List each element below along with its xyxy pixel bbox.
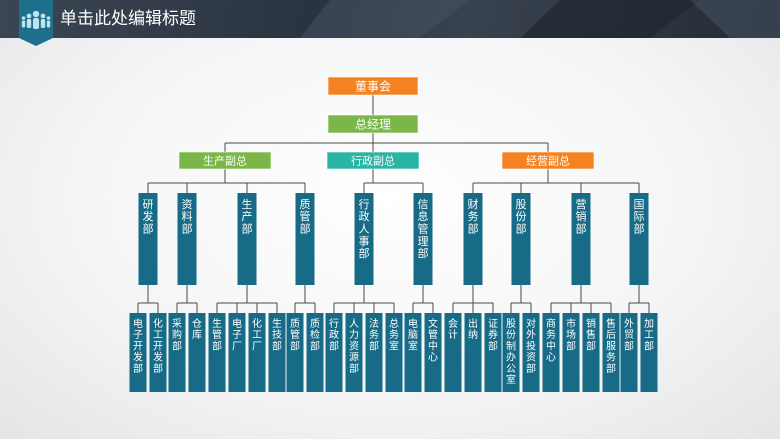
title-bar xyxy=(0,0,780,38)
node-unit: 股份制办公室 xyxy=(502,313,520,392)
node-unit-label: 出纳 xyxy=(468,317,478,341)
node-unit: 电脑室 xyxy=(404,313,422,392)
node-vp-2-label: 行政副总 xyxy=(351,153,395,167)
node-unit: 会计 xyxy=(444,313,462,392)
node-unit-label: 销售部 xyxy=(586,317,596,352)
node-vp-1-label: 生产副总 xyxy=(203,153,247,167)
node-dept: 行政人事部 xyxy=(354,193,374,285)
node-vp-1: 生产副总 xyxy=(178,151,272,170)
node-dept-label: 国际部 xyxy=(634,198,645,236)
node-dept: 财务部 xyxy=(463,193,483,285)
node-unit: 化工开发部 xyxy=(149,313,167,392)
node-unit-label: 证券部 xyxy=(488,318,498,352)
node-unit: 行政部 xyxy=(325,313,343,392)
node-unit: 商务中心 xyxy=(542,313,560,392)
node-unit: 法务部 xyxy=(365,313,383,392)
node-dept: 国际部 xyxy=(629,193,649,285)
node-dept: 信息管理部 xyxy=(413,193,433,285)
node-unit-label: 化工开发部 xyxy=(153,317,163,375)
node-dept-label: 质管部 xyxy=(300,198,311,236)
node-unit: 质检部 xyxy=(306,313,324,392)
node-dept: 营销部 xyxy=(571,193,591,285)
node-root-label: 董事会 xyxy=(355,79,391,93)
node-unit-label: 质管部 xyxy=(290,318,300,352)
node-unit: 出纳 xyxy=(464,313,482,392)
node-unit-label: 人力资源部 xyxy=(349,318,359,375)
header-background-pattern xyxy=(300,0,780,38)
node-unit: 售后服务部 xyxy=(602,313,620,392)
node-unit-label: 生管部 xyxy=(212,317,222,352)
node-unit-label: 化工厂 xyxy=(252,317,262,352)
node-dept-label: 财务部 xyxy=(468,197,479,236)
node-vp-3-label: 经营副总 xyxy=(526,153,570,167)
node-unit-label: 仓库 xyxy=(192,317,202,341)
node-unit-label: 法务部 xyxy=(369,317,379,352)
page-title: 单击此处编辑标题 xyxy=(60,9,196,29)
node-dept: 质管部 xyxy=(295,193,315,285)
node-unit-label: 文管中心 xyxy=(428,317,438,364)
node-dept: 股份部 xyxy=(511,193,531,285)
node-unit: 生技部 xyxy=(268,313,286,392)
node-unit-label: 电脑室 xyxy=(408,317,418,352)
node-general-manager-label: 总经理 xyxy=(355,117,391,131)
node-unit: 总务室 xyxy=(385,313,403,392)
node-unit: 文管中心 xyxy=(424,313,442,392)
node-unit-label: 行政部 xyxy=(329,317,339,352)
node-dept: 资料部 xyxy=(177,193,197,285)
node-unit: 人力资源部 xyxy=(345,313,363,392)
node-unit: 仓库 xyxy=(188,313,206,392)
node-vp-3: 经营副总 xyxy=(501,151,595,170)
node-dept: 生产部 xyxy=(237,193,257,285)
node-dept-label: 生产部 xyxy=(242,197,253,236)
node-unit: 质管部 xyxy=(286,313,304,392)
node-unit: 市场部 xyxy=(562,313,580,392)
node-root: 董事会 xyxy=(327,76,419,96)
node-general-manager: 总经理 xyxy=(327,114,419,134)
node-dept-label: 研发部 xyxy=(143,198,154,236)
node-unit-label: 商务中心 xyxy=(546,317,556,364)
node-unit-label: 电子厂 xyxy=(232,317,242,352)
node-unit-label: 外贸部 xyxy=(624,318,634,352)
node-unit: 采购部 xyxy=(168,313,186,392)
node-unit: 销售部 xyxy=(582,313,600,392)
node-dept-label: 营销部 xyxy=(576,197,587,236)
node-unit: 生管部 xyxy=(208,313,226,392)
node-unit-label: 售后服务部 xyxy=(606,317,616,375)
node-unit-label: 生技部 xyxy=(272,317,282,352)
node-unit-label: 股份制办公室 xyxy=(506,318,516,386)
node-dept-label: 行政人事部 xyxy=(359,198,370,260)
node-unit-label: 会计 xyxy=(448,317,458,341)
connector-lines xyxy=(137,95,650,313)
node-unit-label: 电子开发部 xyxy=(133,317,143,375)
node-dept-label: 信息管理部 xyxy=(418,198,429,260)
node-dept: 研发部 xyxy=(138,193,158,285)
node-unit-label: 对外投资部 xyxy=(526,317,536,375)
node-vp-2: 行政副总 xyxy=(326,151,420,170)
node-dept-label: 股份部 xyxy=(516,198,527,236)
node-unit: 化工厂 xyxy=(248,313,266,392)
node-unit: 电子厂 xyxy=(228,313,246,392)
node-unit: 证券部 xyxy=(484,313,502,392)
node-dept-label: 资料部 xyxy=(182,198,193,236)
node-unit: 外贸部 xyxy=(620,313,638,392)
node-unit-label: 总务室 xyxy=(389,317,399,352)
people-group-icon xyxy=(19,0,53,46)
node-unit-label: 采购部 xyxy=(172,318,182,352)
node-unit: 对外投资部 xyxy=(522,313,540,392)
node-unit-label: 质检部 xyxy=(310,318,320,352)
node-unit: 加工部 xyxy=(640,313,658,392)
node-unit-label: 市场部 xyxy=(566,317,576,352)
node-unit: 电子开发部 xyxy=(129,313,147,392)
node-unit-label: 加工部 xyxy=(644,318,654,352)
